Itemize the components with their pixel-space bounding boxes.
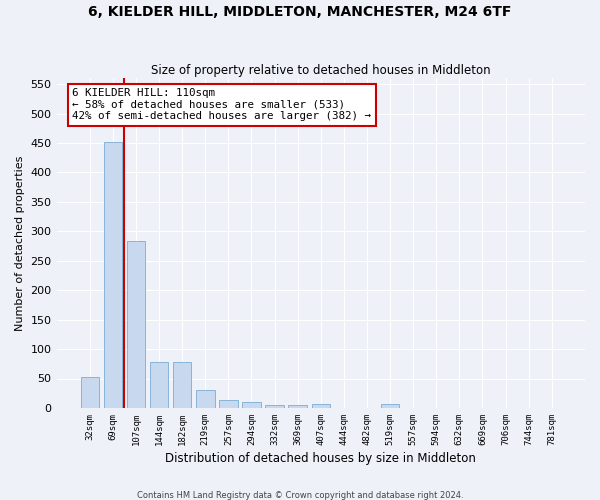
Bar <box>242 402 261 408</box>
Bar <box>265 405 284 408</box>
Bar <box>127 242 145 408</box>
Bar <box>381 404 400 408</box>
Title: Size of property relative to detached houses in Middleton: Size of property relative to detached ho… <box>151 64 491 77</box>
Y-axis label: Number of detached properties: Number of detached properties <box>15 156 25 330</box>
Bar <box>196 390 215 408</box>
Bar <box>150 362 169 408</box>
Bar <box>311 404 330 408</box>
Text: 6, KIELDER HILL, MIDDLETON, MANCHESTER, M24 6TF: 6, KIELDER HILL, MIDDLETON, MANCHESTER, … <box>88 5 512 19</box>
Bar <box>104 142 122 408</box>
Bar <box>80 376 99 408</box>
Text: 6 KIELDER HILL: 110sqm
← 58% of detached houses are smaller (533)
42% of semi-de: 6 KIELDER HILL: 110sqm ← 58% of detached… <box>73 88 371 122</box>
Bar <box>173 362 191 408</box>
Bar <box>289 405 307 408</box>
X-axis label: Distribution of detached houses by size in Middleton: Distribution of detached houses by size … <box>166 452 476 465</box>
Bar <box>219 400 238 408</box>
Text: Contains HM Land Registry data © Crown copyright and database right 2024.: Contains HM Land Registry data © Crown c… <box>137 490 463 500</box>
